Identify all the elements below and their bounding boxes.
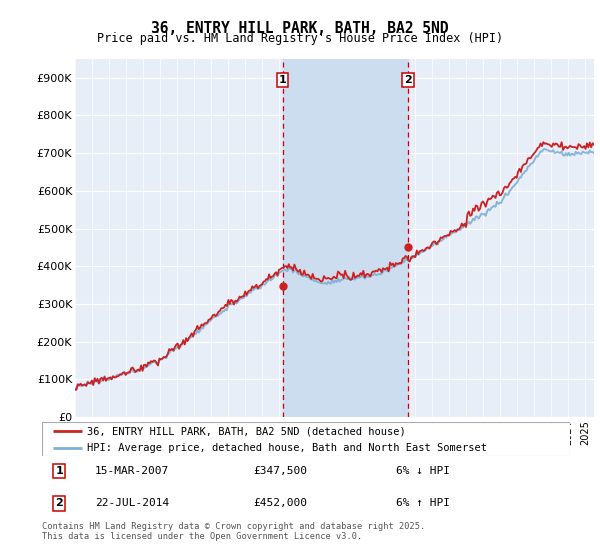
Text: 6% ↓ HPI: 6% ↓ HPI xyxy=(396,466,450,476)
Text: 6% ↑ HPI: 6% ↑ HPI xyxy=(396,498,450,508)
Text: 22-JUL-2014: 22-JUL-2014 xyxy=(95,498,169,508)
Text: £452,000: £452,000 xyxy=(253,498,307,508)
Text: 36, ENTRY HILL PARK, BATH, BA2 5ND (detached house): 36, ENTRY HILL PARK, BATH, BA2 5ND (deta… xyxy=(87,426,406,436)
Text: 2: 2 xyxy=(404,75,412,85)
Text: 15-MAR-2007: 15-MAR-2007 xyxy=(95,466,169,476)
Text: 36, ENTRY HILL PARK, BATH, BA2 5ND: 36, ENTRY HILL PARK, BATH, BA2 5ND xyxy=(151,21,449,36)
Text: 1: 1 xyxy=(279,75,286,85)
Text: £347,500: £347,500 xyxy=(253,466,307,476)
Text: Contains HM Land Registry data © Crown copyright and database right 2025.
This d: Contains HM Land Registry data © Crown c… xyxy=(42,522,425,542)
Text: HPI: Average price, detached house, Bath and North East Somerset: HPI: Average price, detached house, Bath… xyxy=(87,443,487,452)
Text: 2: 2 xyxy=(55,498,63,508)
Text: 1: 1 xyxy=(55,466,63,476)
Bar xyxy=(283,59,407,417)
Text: Price paid vs. HM Land Registry's House Price Index (HPI): Price paid vs. HM Land Registry's House … xyxy=(97,32,503,45)
FancyBboxPatch shape xyxy=(42,422,570,456)
